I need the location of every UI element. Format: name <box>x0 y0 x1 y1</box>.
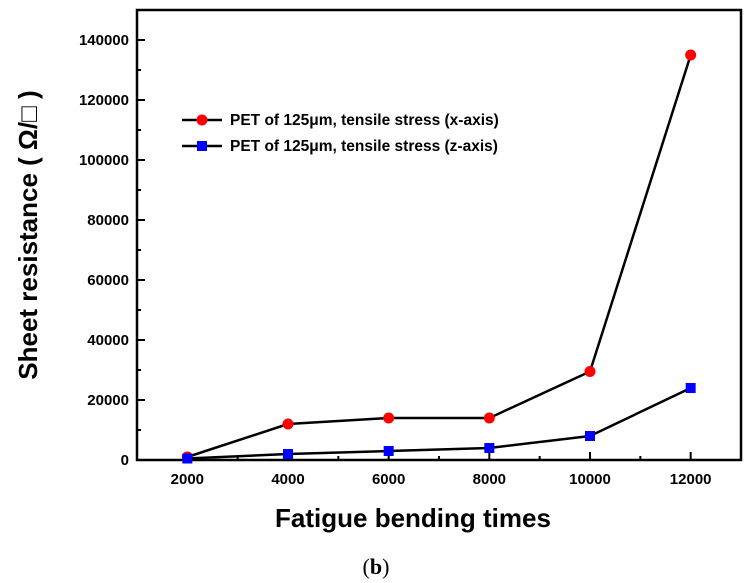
x-tick-label: 2000 <box>171 471 204 488</box>
plot-frame <box>135 8 743 462</box>
data-point-x-axis <box>483 412 495 424</box>
legend-marker-z-axis <box>197 141 207 151</box>
x-tick-label: 6000 <box>372 471 405 488</box>
y-tick-label: 40000 <box>87 332 129 349</box>
figure-caption: (b) <box>363 554 390 579</box>
legend-marker-x-axis <box>196 114 208 126</box>
series-layer <box>181 49 697 464</box>
y-tick-label: 20000 <box>87 392 129 409</box>
data-point-z-axis <box>484 443 495 453</box>
x-tick-label: 12000 <box>670 471 712 488</box>
y-tick-label: 140000 <box>79 32 129 49</box>
data-point-x-axis <box>383 412 395 424</box>
data-point-x-axis <box>584 366 596 377</box>
y-tick-label: 0 <box>121 452 129 469</box>
data-point-z-axis <box>383 446 394 456</box>
y-tick-label: 100000 <box>79 152 129 169</box>
legend-label-z-axis: PET of 125μm, tensile stress (z-axis) <box>230 138 498 155</box>
caption-close: ) <box>382 554 389 579</box>
y-axis-title: Sheet resistance ( Ω/□ ) <box>13 90 43 379</box>
x-tick-label: 10000 <box>569 471 611 488</box>
x-tick-label: 4000 <box>271 471 304 488</box>
caption-letter: b <box>370 554 382 579</box>
series-line-x-axis <box>186 54 692 459</box>
legend: PET of 125μm, tensile stress (x-axis) PE… <box>182 112 499 155</box>
data-point-z-axis <box>182 453 193 464</box>
y-tick-label: 120000 <box>79 92 129 109</box>
x-tick-label: 8000 <box>473 471 506 488</box>
legend-label-x-axis: PET of 125μm, tensile stress (x-axis) <box>230 112 499 129</box>
data-point-x-axis <box>282 418 294 430</box>
data-point-z-axis <box>685 383 696 393</box>
series-line-z-axis <box>187 386 692 460</box>
caption-open: ( <box>363 554 370 579</box>
data-point-z-axis <box>585 431 595 441</box>
data-point-x-axis <box>685 49 697 61</box>
y-tick-label: 60000 <box>87 272 129 289</box>
y-tick-label: 80000 <box>87 212 129 229</box>
x-axis-title: Fatigue bending times <box>275 503 551 533</box>
data-point-z-axis <box>283 449 293 459</box>
axis-ticks: 2000 4000 6000 8000 10000 1200002000040000600… <box>79 9 742 488</box>
